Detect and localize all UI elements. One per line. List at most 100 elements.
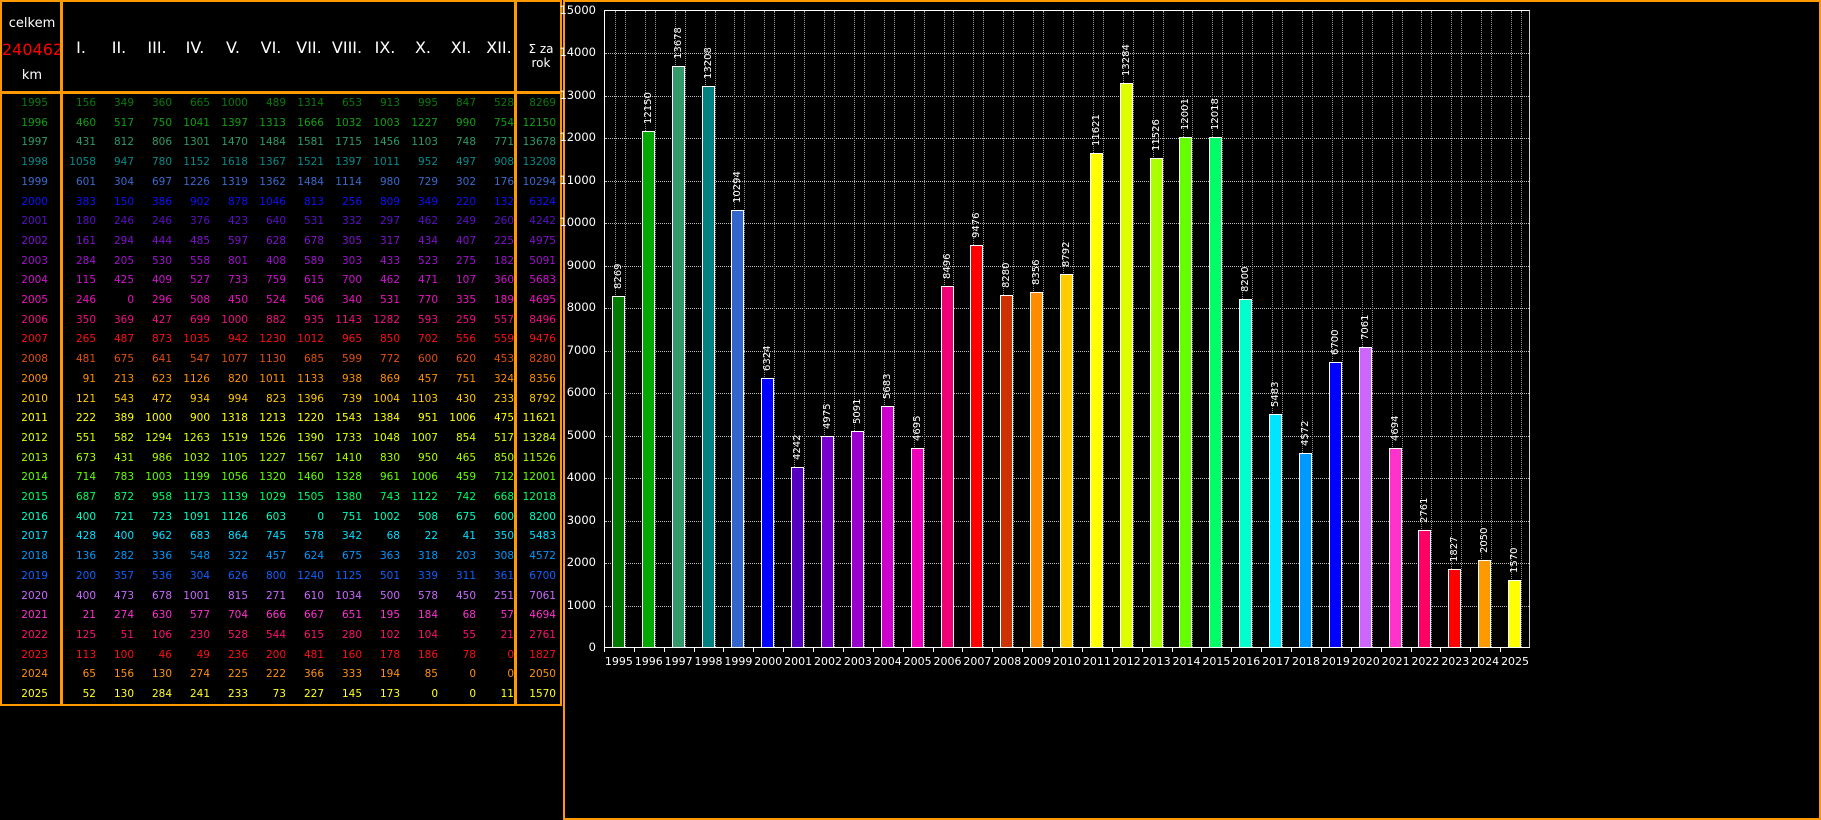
v-gridline [824, 11, 826, 647]
month-cell: 259 [455, 313, 476, 326]
month-cell: 668 [493, 491, 514, 503]
table-row: 2022 125 51 106 230 528 544 615 280 102 104 55 21 276… [2, 626, 564, 646]
month-cell: 102 [379, 628, 400, 641]
x-tick-mark [1380, 647, 1382, 652]
v-gridline [1072, 11, 1074, 647]
bar-value-label: 13284 [1120, 44, 1132, 76]
month-cell: 349 [113, 97, 134, 109]
x-tick-mark [663, 647, 665, 652]
x-tick-mark [1350, 647, 1352, 652]
bar-value-label: 4242 [792, 434, 804, 460]
month-cell: 558 [189, 254, 210, 267]
month-cell: 115 [75, 274, 96, 287]
x-tick-label: 2017 [1262, 655, 1291, 668]
month-cell: 517 [113, 116, 134, 129]
month-cell: 462 [379, 274, 400, 287]
table-row: 1996 460 517 750 1041 1397 1313 1666 1032 1003 122… [2, 114, 564, 134]
month-cell: 178 [379, 648, 400, 661]
bar-value-label: 12150 [642, 92, 654, 125]
v-gridline [1361, 11, 1363, 647]
month-cell: 225 [227, 668, 248, 681]
table-row: 2011 222 389 1000 900 1318 1213 1220 1543 1384 951… [2, 409, 564, 429]
table-row: 2025 52 130 284 241 233 73 227 145 173 0 0 11 1570 [2, 685, 564, 705]
month-cell: 1130 [259, 353, 286, 366]
bar-value-label: 7061 [1359, 314, 1371, 341]
h-gridline [605, 265, 1529, 267]
month-cell: 1521 [297, 156, 324, 169]
row-sum: 4572 [529, 550, 556, 563]
bar-value-label: 8269 [612, 263, 624, 289]
month-cell: 233 [227, 688, 248, 700]
bar [1418, 529, 1432, 647]
month-cell: 508 [189, 294, 210, 306]
total-label: celkem [8, 16, 56, 31]
bar-value-label: 11621 [1090, 114, 1102, 147]
month-cell: 1380 [335, 491, 362, 503]
month-cell: 1390 [297, 431, 324, 444]
month-cell: 297 [379, 215, 400, 228]
row-year: 2021 [21, 609, 48, 622]
month-cell: 543 [113, 392, 134, 405]
bar [731, 209, 745, 647]
table-row: 2003 284 205 530 558 801 408 589 303 433 523 275 182… [2, 252, 564, 272]
v-gridline [1162, 11, 1164, 647]
month-cell: 22 [424, 530, 438, 543]
v-gridline [863, 11, 865, 647]
row-sum: 1827 [529, 648, 556, 661]
month-cell: 350 [75, 313, 96, 326]
table-row: 2021 21 274 630 577 704 666 667 651 195 184 68 57 469… [2, 606, 564, 626]
table-row: 2000 383 150 386 902 878 1046 813 256 809 349 220 13… [2, 193, 564, 213]
bar-value-label: 4694 [1389, 415, 1401, 441]
v-gridline [804, 11, 806, 647]
month-cell: 1733 [335, 431, 362, 444]
month-cell: 754 [493, 116, 514, 129]
month-header: VIII. [331, 38, 363, 57]
bar-value-label: 8200 [1240, 266, 1252, 292]
month-cell: 980 [379, 175, 400, 188]
month-cell: 556 [455, 333, 476, 346]
month-cell: 1666 [297, 116, 324, 129]
month-cell: 130 [113, 688, 134, 700]
month-cell: 1006 [449, 412, 476, 425]
month-cell: 136 [75, 550, 96, 563]
month-cell: 990 [455, 116, 476, 129]
month-cell: 431 [113, 451, 134, 464]
month-header: II. [111, 38, 127, 57]
row-year: 2006 [21, 313, 48, 326]
month-cell: 1012 [297, 333, 324, 346]
month-cell: 227 [303, 688, 324, 700]
v-gridline [1401, 11, 1403, 647]
month-cell: 938 [341, 372, 362, 385]
month-cell: 1397 [221, 116, 248, 129]
month-cell: 704 [227, 609, 248, 622]
month-cell: 400 [75, 510, 96, 523]
month-cell: 687 [75, 491, 96, 503]
v-gridline [1461, 11, 1463, 647]
bar [1179, 137, 1193, 647]
month-cell: 759 [265, 274, 286, 287]
month-cell: 487 [113, 333, 134, 346]
month-cell: 73 [272, 688, 286, 700]
v-gridline [624, 11, 626, 647]
table-row: 2024 65 156 130 274 225 222 366 333 194 85 0 0 2050 [2, 665, 564, 685]
month-cell: 1004 [373, 392, 400, 405]
month-cell: 1035 [183, 333, 210, 346]
v-gridline [923, 11, 925, 647]
row-year: 2012 [21, 431, 48, 444]
x-tick-label: 2011 [1082, 655, 1111, 668]
row-sum: 8356 [529, 372, 556, 385]
month-cell: 772 [379, 353, 400, 366]
table-row: 2009 91 213 623 1126 820 1011 1133 938 869 457 751 3… [2, 370, 564, 390]
y-tick-label: 9000 [566, 257, 596, 272]
month-cell: 551 [75, 431, 96, 444]
month-cell: 615 [303, 628, 324, 641]
table-row: 2008 481 675 641 547 1077 1130 685 599 772 600 620 4… [2, 350, 564, 370]
month-cell: 958 [151, 491, 172, 503]
x-tick-label: 2021 [1381, 655, 1410, 668]
month-cell: 383 [75, 195, 96, 208]
row-year: 1997 [21, 136, 48, 149]
month-cell: 46 [158, 648, 172, 661]
x-tick-mark [1141, 647, 1143, 652]
month-cell: 1230 [259, 333, 286, 346]
month-cell: 156 [113, 668, 134, 681]
